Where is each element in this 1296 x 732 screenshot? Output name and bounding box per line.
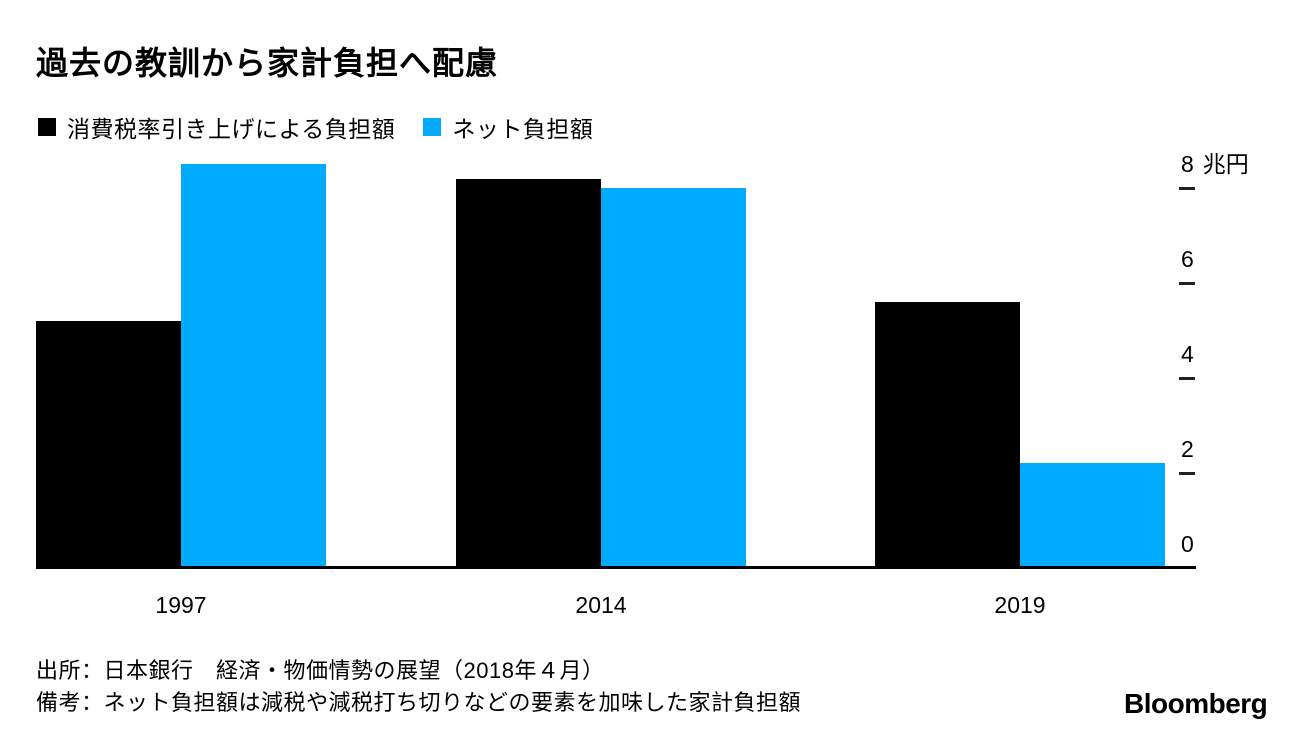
y-tick-value: 4 (1181, 341, 1194, 367)
legend-item-1: ネット負担額 (423, 110, 593, 144)
legend-item-0: 消費税率引き上げによる負担額 (38, 110, 395, 144)
x-axis-label-2019: 2019 (994, 592, 1046, 618)
y-tick-value: 0 (1181, 531, 1194, 557)
y-tick-value: 8 (1181, 151, 1194, 177)
bar-1997-series0 (36, 321, 181, 568)
y-tick-label-8: 8 兆円 (1181, 150, 1249, 178)
bar-2014-series0 (456, 179, 601, 568)
footer-notes: 出所：日本銀行 経済・物価情勢の展望（2018年４月） 備考：ネット負担額は減税… (36, 655, 801, 719)
remark-note: 備考：ネット負担額は減税や減税打ち切りなどの要素を加味した家計負担額 (36, 690, 802, 715)
y-axis-unit-label: 兆円 (1202, 151, 1249, 177)
legend-swatch-icon (38, 118, 56, 136)
bar-2019-series0 (875, 302, 1020, 568)
legend-label: ネット負担額 (452, 116, 594, 142)
y-tick-value: 2 (1181, 436, 1194, 462)
legend-label: 消費税率引き上げによる負担額 (67, 116, 396, 142)
bloomberg-logo: Bloomberg (1124, 688, 1268, 719)
source-note: 出所：日本銀行 経済・物価情勢の展望（2018年４月） (36, 658, 605, 683)
bar-2019-series1 (1020, 463, 1165, 568)
legend: 消費税率引き上げによる負担額 ネット負担額 (38, 110, 593, 144)
legend-swatch-icon (423, 118, 442, 136)
y-tick-mark-4 (1179, 377, 1195, 380)
x-axis-line (36, 566, 1196, 569)
bar-2014-series1 (601, 188, 746, 568)
y-tick-value: 6 (1181, 246, 1194, 272)
y-tick-mark-6 (1179, 282, 1195, 285)
chart-title: 過去の教訓から家計負担へ配慮 (36, 45, 499, 81)
x-axis-label-2014: 2014 (575, 592, 627, 618)
y-tick-label-0: 0 (1181, 530, 1194, 558)
y-tick-mark-2 (1179, 472, 1195, 475)
y-tick-label-6: 6 (1181, 245, 1194, 273)
bar-1997-series1 (181, 164, 326, 568)
y-tick-label-2: 2 (1181, 435, 1194, 463)
y-tick-mark-8 (1179, 187, 1195, 190)
x-axis-label-1997: 1997 (155, 592, 207, 618)
y-tick-label-4: 4 (1181, 340, 1194, 368)
